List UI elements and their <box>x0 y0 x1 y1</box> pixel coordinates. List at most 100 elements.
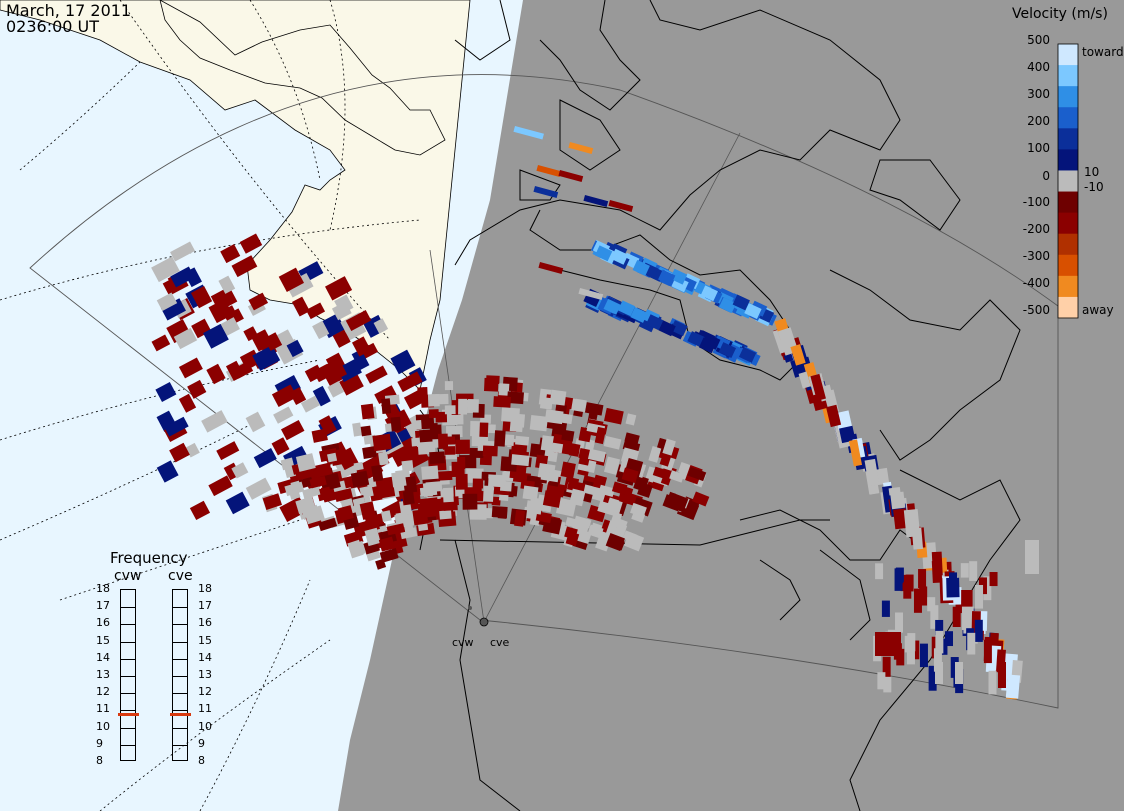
scatter-cell <box>479 455 492 466</box>
scatter-cell <box>429 451 445 465</box>
frequency-scale-label: 12 <box>96 685 110 699</box>
scatter-cell <box>497 507 508 519</box>
scatter-cell <box>371 464 384 482</box>
scatter-cell <box>320 472 341 491</box>
frequency-scale-label: 9 <box>96 736 103 750</box>
scatter-cell <box>536 165 562 178</box>
scatter-cell <box>610 248 629 265</box>
scatter-cell <box>360 425 372 437</box>
frequency-scale-label: 18 <box>96 582 110 595</box>
scatter-cell <box>155 381 177 403</box>
scatter-cell <box>834 410 853 431</box>
scatter-cell <box>875 632 901 656</box>
scatter-cell <box>319 486 332 500</box>
scatter-cell <box>439 510 452 520</box>
scatter-cell <box>662 494 683 512</box>
velocity-tick-label: 100 <box>1027 141 1050 155</box>
scatter-cell <box>225 360 245 382</box>
colorbar-segment <box>1058 170 1078 193</box>
scatter-cell <box>304 364 324 383</box>
frequency-marker <box>118 712 139 716</box>
scatter-cell <box>250 329 273 352</box>
scatter-cell <box>402 490 415 505</box>
scatter-cell <box>286 339 304 358</box>
scatter-cell <box>608 200 634 213</box>
scatter-cell <box>332 329 351 348</box>
frequency-scale-label: 9 <box>198 736 205 750</box>
scatter-cell <box>939 638 948 655</box>
scatter-cell <box>539 396 553 410</box>
scatter-cell <box>248 292 269 311</box>
scatter-cell <box>975 584 984 609</box>
scatter-cell <box>609 511 623 528</box>
scatter-cell <box>903 509 921 538</box>
time-label: 0236:00 UT <box>6 17 100 36</box>
scatter-cell <box>404 524 415 535</box>
frequency-scale-label: 11 <box>198 702 212 716</box>
colorbar-segment <box>1058 107 1078 129</box>
scatter-cell <box>170 266 195 288</box>
scatter-cell <box>488 476 506 488</box>
scatter-cell <box>462 493 478 510</box>
scatter-cell <box>318 415 337 436</box>
colorbar-segment <box>1058 296 1078 319</box>
scatter-cell <box>565 531 580 547</box>
scatter-cell <box>189 500 211 521</box>
scatter-cell <box>581 483 601 497</box>
scatter-cell <box>1005 674 1021 699</box>
scatter-cell <box>325 276 353 301</box>
scatter-cell <box>632 259 650 276</box>
scatter-cell <box>339 372 364 396</box>
scatter-cell <box>568 141 594 155</box>
frequency-gridline <box>121 727 135 729</box>
scatter-cell <box>278 267 305 292</box>
scatter-cell <box>289 387 307 406</box>
scatter-cell <box>151 256 180 283</box>
scatter-cell <box>231 462 249 479</box>
frequency-gridline <box>121 676 135 677</box>
scatter-cell <box>540 470 560 483</box>
frequency-gridline <box>173 607 187 609</box>
radar-site-cvw <box>468 606 472 610</box>
frequency-column-cve <box>170 589 191 761</box>
scatter-cell <box>220 317 240 337</box>
scatter-cell <box>362 446 377 459</box>
away-label: away <box>1082 303 1114 317</box>
scatter-cell <box>483 485 494 502</box>
velocity-tick-label: -400 <box>1022 276 1050 290</box>
scatter-cell <box>436 470 453 481</box>
fov-split-line <box>483 132 741 623</box>
scatter-cell <box>864 458 880 487</box>
frequency-gridline <box>121 658 135 660</box>
scatter-cell <box>514 509 526 527</box>
frequency-gridline <box>173 676 187 677</box>
scatter-cell <box>949 572 958 590</box>
scatter-cell <box>378 536 396 552</box>
velocity-tick-label: 0 <box>1042 169 1050 183</box>
scatter-cell <box>621 467 639 484</box>
scatter-cell <box>904 635 913 653</box>
scatter-cell <box>598 484 615 498</box>
scatter-cell <box>309 475 327 489</box>
colorbar-segment <box>1058 212 1078 235</box>
frequency-scale-label: 8 <box>96 754 103 767</box>
radar-label-cvw: cvw <box>114 568 142 584</box>
site-label-cvw: cvw <box>452 636 474 649</box>
scatter-cell <box>906 640 915 665</box>
scatter-cell <box>390 416 402 432</box>
scatter-cell <box>625 413 637 426</box>
scatter-cell <box>311 428 328 443</box>
scatter-cell <box>169 442 190 463</box>
scatter-cell <box>718 342 737 359</box>
scatter-cell <box>337 505 354 522</box>
frequency-gridline <box>121 607 135 609</box>
scatter-cell <box>336 358 362 383</box>
scatter-cell <box>280 457 295 471</box>
scatter-cell <box>312 320 330 340</box>
scatter-cells <box>151 125 1039 700</box>
velocity-tick-label: -500 <box>1022 303 1050 317</box>
scatter-cell <box>551 442 564 454</box>
scatter-cell <box>273 406 294 424</box>
scatter-cell <box>935 662 943 684</box>
